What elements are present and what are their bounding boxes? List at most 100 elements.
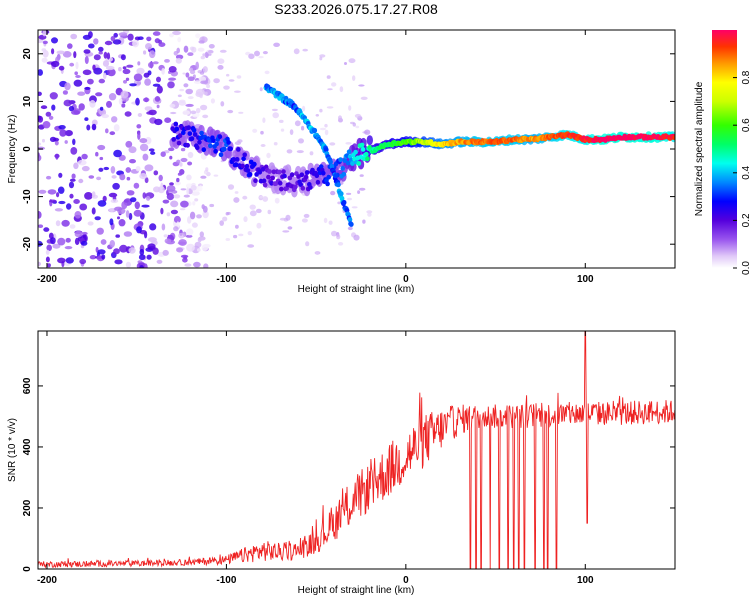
noise-blob (262, 117, 266, 123)
noise-blob (168, 147, 175, 152)
noise-blob (105, 65, 115, 71)
noise-blob (132, 39, 139, 48)
noise-blob (184, 263, 192, 267)
noise-blob (133, 73, 143, 82)
trace-point (277, 180, 283, 186)
noise-blob (178, 232, 185, 239)
noise-blob (114, 259, 123, 265)
noise-blob (69, 178, 76, 182)
trace-halo (284, 164, 292, 175)
noise-blob (156, 85, 163, 94)
noise-blob (42, 30, 47, 37)
noise-blob (359, 174, 364, 177)
noise-blob (206, 84, 211, 89)
noise-blob (279, 217, 286, 221)
noise-blob (352, 75, 356, 81)
noise-blob (70, 33, 78, 40)
noise-blob (64, 82, 71, 91)
noise-blob (201, 204, 205, 210)
noise-blob (54, 208, 64, 212)
noise-blob (73, 199, 80, 204)
noise-blob (162, 249, 169, 256)
noise-blob (296, 150, 304, 154)
noise-blob (144, 164, 154, 172)
noise-blob (49, 92, 58, 100)
noise-blob (121, 103, 126, 108)
trace-point (308, 185, 313, 190)
noise-blob (190, 185, 197, 191)
noise-blob (68, 181, 75, 189)
noise-blob (173, 51, 178, 56)
noise-blob (279, 119, 284, 123)
noise-blob (339, 86, 344, 93)
noise-blob (187, 151, 194, 159)
secondary-trace-point (329, 163, 335, 169)
noise-blob (133, 182, 140, 189)
noise-blob (73, 79, 83, 87)
noise-blob (144, 78, 152, 86)
noise-blob (164, 59, 170, 63)
noise-blob (177, 172, 182, 176)
noise-blob (75, 75, 81, 78)
noise-blob (199, 93, 203, 99)
noise-blob (112, 182, 120, 190)
snr-ytick-label: 200 (22, 499, 33, 516)
noise-blob (72, 138, 76, 145)
noise-blob (160, 207, 164, 215)
noise-blob (187, 76, 195, 81)
noise-blob (186, 228, 194, 236)
noise-blob (38, 211, 42, 219)
noise-blob (152, 83, 161, 87)
noise-blob (219, 220, 224, 226)
noise-blob (153, 186, 161, 193)
trace-point (299, 172, 305, 178)
trace-point (346, 149, 352, 155)
noise-blob (359, 187, 366, 191)
noise-blob (93, 67, 103, 75)
noise-blob (143, 50, 147, 55)
noise-blob (99, 106, 104, 111)
noise-blob (66, 203, 72, 210)
trace-point (262, 182, 268, 188)
trace-point (321, 170, 326, 176)
noise-blob (156, 76, 161, 83)
noise-blob (243, 216, 248, 223)
noise-blob (55, 220, 61, 227)
noise-blob (166, 185, 176, 192)
secondary-trace-point (328, 159, 333, 165)
trace-point (213, 148, 218, 154)
trace-point (242, 152, 247, 158)
noise-blob (119, 173, 126, 181)
snr-xtick-label: -200 (37, 575, 57, 586)
noise-blob (38, 224, 44, 228)
secondary-trace-point (333, 173, 338, 179)
noise-blob (50, 237, 56, 245)
noise-blob (180, 188, 187, 191)
trace-point (361, 156, 367, 162)
noise-blob (252, 128, 258, 133)
noise-blob (223, 85, 230, 90)
noise-blob (249, 210, 257, 217)
noise-blob (190, 110, 197, 115)
noise-blob (120, 54, 126, 61)
noise-blob (119, 244, 128, 253)
noise-blob (358, 84, 365, 87)
noise-blob (128, 146, 137, 154)
trace-point (315, 179, 321, 185)
noise-blob (193, 261, 201, 268)
snr-marks (37, 330, 676, 570)
trace-point (217, 134, 223, 140)
trace-point (350, 161, 355, 166)
noise-blob (302, 48, 309, 52)
trace-point (247, 172, 253, 177)
secondary-trace-point (341, 199, 347, 206)
noise-blob (179, 208, 186, 211)
trace-point (201, 147, 207, 153)
noise-blob (134, 201, 140, 210)
noise-blob (88, 31, 93, 39)
noise-blob (71, 173, 76, 179)
noise-blob (267, 209, 272, 215)
noise-blob (294, 120, 301, 127)
colorbar-tick-label: 0.6 (741, 118, 750, 132)
noise-blob (329, 142, 336, 146)
